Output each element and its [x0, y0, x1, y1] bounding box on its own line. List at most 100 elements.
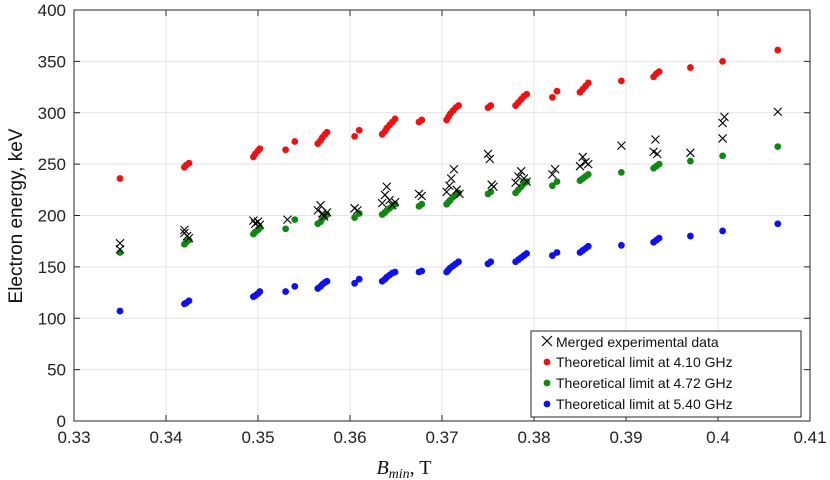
data-point-dot	[618, 77, 625, 85]
data-point-dot	[719, 152, 726, 160]
data-point-dot	[774, 143, 782, 151]
y-axis-label: Electron energy, keV	[6, 128, 27, 303]
axis-ticks: 0.33 0.34 0.35 0.36 0.37 0.38 0.39 0.4 0.41 0 50 10…	[38, 1, 827, 447]
data-point-dot	[291, 282, 299, 290]
data-point-x-marker	[720, 112, 729, 122]
data-point-dot	[487, 188, 495, 196]
data-point-dot	[291, 216, 299, 224]
data-point-x-marker	[718, 118, 727, 128]
x-axis-label: Bmin, T	[376, 457, 431, 480]
data-point-x-marker	[583, 159, 593, 169]
data-point-x-marker	[513, 172, 523, 181]
data-point-x-marker	[449, 164, 459, 174]
data-point-dot	[774, 220, 782, 228]
data-point-x-marker	[686, 148, 695, 158]
data-point-dot	[256, 145, 264, 153]
data-point-dot	[549, 93, 556, 101]
y-tick-label: 300	[38, 104, 66, 123]
data-point-x-marker	[385, 195, 394, 205]
data-point-x-marker	[483, 149, 493, 159]
data-point-x-marker	[446, 174, 456, 183]
data-point-x-marker	[575, 161, 585, 171]
legend-item-4-72-ghz: Theoretical limit at 4.72 GHz	[543, 375, 733, 391]
data-point-dot	[185, 297, 193, 305]
data-point-dot	[455, 102, 462, 109]
y-tick-label: 400	[38, 1, 66, 20]
data-point-dot	[487, 258, 495, 266]
data-point-dot	[549, 182, 556, 190]
series-1	[116, 46, 782, 182]
data-point-x-marker	[455, 189, 464, 199]
data-point-dot	[116, 175, 124, 182]
data-point-dot	[391, 115, 399, 123]
data-point-x-marker	[489, 182, 498, 192]
legend-item-experimental: Merged experimental data	[541, 334, 719, 350]
data-point-x-marker	[651, 135, 660, 144]
data-point-dot	[655, 234, 663, 242]
data-point-x-marker	[522, 177, 532, 186]
x-axis-label-main: B	[376, 457, 388, 479]
data-point-dot	[355, 275, 363, 283]
data-point-x-marker	[773, 107, 783, 117]
data-point-x-marker	[452, 185, 462, 195]
data-point-dot	[418, 116, 426, 124]
data-point-x-marker	[319, 212, 329, 221]
x-tick-label: 0.38	[517, 428, 550, 447]
data-point-dot	[618, 241, 625, 249]
series-2	[116, 143, 782, 256]
data-point-x-marker	[316, 200, 325, 210]
data-point-dot	[282, 146, 289, 154]
data-point-dot	[355, 126, 363, 134]
data-point-dot	[291, 138, 299, 145]
y-tick-label: 150	[38, 258, 66, 277]
legend-dot-blue	[543, 400, 551, 408]
legend-label-4-72-ghz: Theoretical limit at 4.72 GHz	[556, 375, 733, 391]
legend-dot-red	[543, 358, 551, 366]
data-point-x-marker	[442, 187, 451, 197]
data-point-dot	[391, 268, 399, 276]
data-point-x-marker	[322, 208, 332, 217]
data-point-x-marker	[548, 170, 557, 179]
y-tick-label: 350	[38, 52, 66, 71]
data-point-dot	[185, 236, 193, 244]
x-tick-label: 0.35	[241, 428, 274, 447]
data-point-x-marker	[417, 191, 427, 201]
data-point-x-marker	[516, 166, 526, 176]
data-point-x-marker	[377, 198, 387, 208]
data-point-dot	[323, 277, 331, 285]
data-point-x-marker	[511, 178, 520, 188]
legend-x-marker	[541, 335, 553, 347]
data-point-x-marker	[578, 152, 588, 162]
data-point-dot	[351, 279, 358, 287]
data-point-dot	[719, 57, 726, 65]
data-point-dot	[553, 178, 561, 185]
data-point-dot	[323, 128, 331, 136]
data-point-dot	[523, 250, 531, 257]
data-point-dot	[553, 87, 561, 95]
data-point-dot	[418, 200, 426, 208]
data-point-dot	[487, 102, 495, 109]
data-point-dot	[774, 46, 782, 54]
data-point-x-marker	[652, 149, 662, 159]
data-point-x-marker	[382, 182, 392, 192]
data-point-x-marker	[390, 197, 400, 207]
data-point-dot	[584, 171, 592, 178]
x-tick-label: 0.39	[609, 428, 642, 447]
data-point-dot	[185, 159, 193, 167]
data-point-dot	[418, 267, 426, 275]
data-point-dot	[687, 232, 694, 240]
data-point-dot	[553, 249, 561, 256]
data-point-x-marker	[617, 141, 626, 151]
data-point-dot	[282, 288, 289, 295]
data-point-x-marker	[283, 215, 292, 224]
legend-item-4-10-ghz: Theoretical limit at 4.10 GHz	[543, 354, 733, 370]
data-point-dot	[282, 225, 289, 233]
series-0	[115, 107, 783, 254]
data-point-dot	[655, 68, 663, 76]
data-point-x-marker	[352, 205, 362, 215]
y-tick-label: 100	[38, 309, 66, 328]
data-point-x-marker	[550, 164, 560, 174]
data-point-dot	[719, 227, 726, 235]
series-3	[116, 220, 782, 315]
